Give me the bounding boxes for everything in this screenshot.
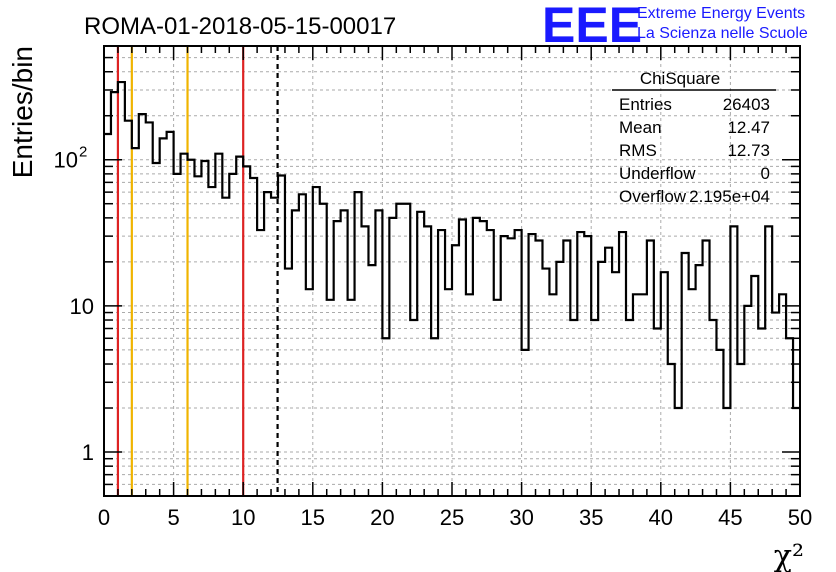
histogram-line [104, 80, 800, 410]
x-axis-label: χ² [774, 539, 804, 572]
stats-label-mean: Mean [619, 118, 662, 137]
y-tick-label: 10 [70, 294, 94, 319]
stats-label-rms: RMS [619, 141, 657, 160]
stats-value-overflow: 2.195e+04 [689, 187, 770, 206]
stats-value-underflow: 0 [761, 164, 770, 183]
x-tick-label: 20 [370, 505, 394, 530]
stats-box: ChiSquare Entries 26403 Mean 12.47 RMS 1… [612, 69, 776, 206]
grid [104, 45, 800, 497]
x-tick-label: 35 [579, 505, 603, 530]
x-tick-label: 40 [649, 505, 673, 530]
stats-label-underflow: Underflow [619, 164, 696, 183]
eee-logo-line1: Extreme Energy Events [637, 5, 805, 22]
x-tick-label: 25 [440, 505, 464, 530]
eee-logo-text: EEE [542, 0, 642, 53]
x-tick-labels: 0 5 10 15 20 25 30 35 40 45 50 [98, 505, 812, 530]
y-axis-label: Entries/bin [7, 46, 38, 178]
x-tick-label: 45 [718, 505, 742, 530]
y-tick-label-exponent: 2 [79, 144, 87, 161]
reference-lines [116, 46, 279, 496]
x-tick-label: 15 [301, 505, 325, 530]
stats-label-overflow: Overflow [619, 187, 687, 206]
stats-value-entries: 26403 [723, 95, 770, 114]
stats-value-mean: 12.47 [727, 118, 770, 137]
stats-box-title: ChiSquare [640, 69, 720, 88]
chart-title: ROMA-01-2018-05-15-00017 [84, 13, 396, 40]
eee-logo: EEE Extreme Energy Events La Scienza nel… [542, 0, 808, 53]
x-tick-label: 30 [509, 505, 533, 530]
eee-logo-line2: La Scienza nelle Scuole [637, 25, 808, 42]
y-tick-label: 1 [82, 440, 94, 465]
stats-label-entries: Entries [619, 95, 672, 114]
y-tick-label: 10 [54, 148, 78, 173]
x-tick-label: 5 [167, 505, 179, 530]
x-tick-label: 0 [98, 505, 110, 530]
stats-value-rms: 12.73 [727, 141, 770, 160]
axis-ticks [103, 45, 801, 497]
x-tick-label: 10 [231, 505, 255, 530]
x-tick-label: 50 [788, 505, 812, 530]
